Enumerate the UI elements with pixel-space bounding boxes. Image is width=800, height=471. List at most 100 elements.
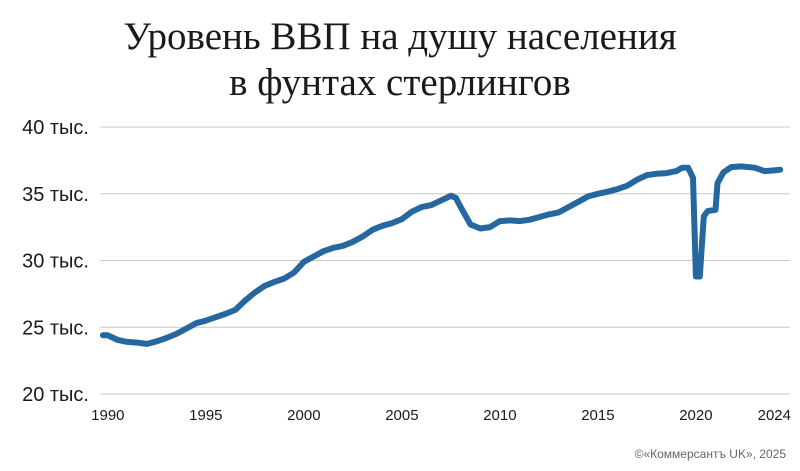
- data-point: [156, 341, 157, 342]
- data-point: [692, 177, 693, 178]
- chart-title: Уровень ВВП на душу населения в фунтах с…: [0, 14, 800, 106]
- data-point: [774, 170, 775, 171]
- data-point: [780, 169, 781, 170]
- data-point: [450, 195, 451, 196]
- data-point: [695, 276, 696, 277]
- data-point: [717, 182, 718, 183]
- data-point: [166, 337, 167, 338]
- data-point: [127, 341, 128, 342]
- data-point: [666, 172, 667, 173]
- data-point: [656, 173, 657, 174]
- data-point: [284, 278, 285, 279]
- data-point: [499, 221, 500, 222]
- data-point: [597, 193, 598, 194]
- data-point: [617, 188, 618, 189]
- data-point: [470, 224, 471, 225]
- data-point: [480, 228, 481, 229]
- data-point: [421, 207, 422, 208]
- x-tick-label: 2005: [385, 407, 418, 424]
- data-point: [558, 212, 559, 213]
- x-tick-label: 1995: [189, 407, 222, 424]
- data-point: [264, 285, 265, 286]
- data-point: [195, 323, 196, 324]
- data-point: [372, 229, 373, 230]
- credit-text: ©«Коммерсантъ UK», 2025: [634, 447, 786, 461]
- data-point: [637, 179, 638, 180]
- data-point: [235, 309, 236, 310]
- data-point: [342, 245, 343, 246]
- data-point: [391, 223, 392, 224]
- data-point: [102, 335, 103, 336]
- data-point: [117, 339, 118, 340]
- data-point: [699, 276, 700, 277]
- x-tick-label: 1990: [91, 407, 124, 424]
- y-tick-label: 30 тыс.: [22, 251, 89, 273]
- x-tick-label: 2020: [679, 407, 712, 424]
- data-point: [676, 170, 677, 171]
- y-tick-label: 25 тыс.: [22, 317, 89, 339]
- data-point: [764, 170, 765, 171]
- x-axis-tick-labels: 1990 1995 2000 2005 2010 2015 2020 2024: [91, 407, 791, 424]
- data-point: [225, 313, 226, 314]
- data-point: [137, 342, 138, 343]
- data-point: [146, 343, 147, 344]
- data-point: [186, 328, 187, 329]
- x-tick-label: 2024: [758, 407, 791, 424]
- data-point: [244, 300, 245, 301]
- data-point: [646, 174, 647, 175]
- data-point: [578, 201, 579, 202]
- data-point: [538, 217, 539, 218]
- data-point: [715, 209, 716, 210]
- data-point: [548, 214, 549, 215]
- x-tick-label: 2010: [483, 407, 516, 424]
- data-point: [107, 335, 108, 336]
- data-point: [754, 167, 755, 168]
- data-point: [682, 167, 683, 168]
- data-point: [529, 219, 530, 220]
- data-point: [707, 211, 708, 212]
- data-point: [627, 185, 628, 186]
- y-tick-label: 40 тыс.: [22, 117, 89, 139]
- data-point: [489, 227, 490, 228]
- data-point: [274, 281, 275, 282]
- data-point: [509, 220, 510, 221]
- x-tick-label: 2000: [287, 407, 320, 424]
- data-point: [176, 333, 177, 334]
- data-point: [215, 317, 216, 318]
- data-point: [740, 166, 741, 167]
- series-points: [102, 166, 780, 345]
- gridlines: [100, 126, 790, 395]
- series-line-gdp-per-capita: [99, 163, 784, 347]
- data-point: [333, 247, 334, 248]
- data-point: [568, 207, 569, 208]
- data-point: [587, 196, 588, 197]
- y-tick-label: 35 тыс.: [22, 184, 89, 206]
- data-point: [440, 200, 441, 201]
- data-point: [352, 241, 353, 242]
- series-layer: [99, 163, 784, 347]
- data-point: [455, 197, 456, 198]
- y-axis-tick-labels: 40 тыс. 35 тыс. 30 тыс. 25 тыс. 20 тыс.: [22, 117, 89, 406]
- y-tick-label: 20 тыс.: [22, 384, 89, 406]
- data-point: [723, 172, 724, 173]
- x-tick-label: 2015: [581, 407, 614, 424]
- data-point: [460, 207, 461, 208]
- data-point: [313, 256, 314, 257]
- data-point: [362, 236, 363, 237]
- data-point: [205, 320, 206, 321]
- data-point: [687, 167, 688, 168]
- data-point: [411, 211, 412, 212]
- data-point: [731, 166, 732, 167]
- data-point: [293, 272, 294, 273]
- data-point: [431, 204, 432, 205]
- chart-title-line-2: в фунтах стерлингов: [229, 61, 571, 104]
- data-point: [323, 251, 324, 252]
- chart-title-line-1: Уровень ВВП на душу населения: [123, 15, 677, 58]
- data-point: [607, 191, 608, 192]
- data-point: [382, 225, 383, 226]
- data-point: [519, 221, 520, 222]
- data-point: [401, 219, 402, 220]
- data-point: [703, 216, 704, 217]
